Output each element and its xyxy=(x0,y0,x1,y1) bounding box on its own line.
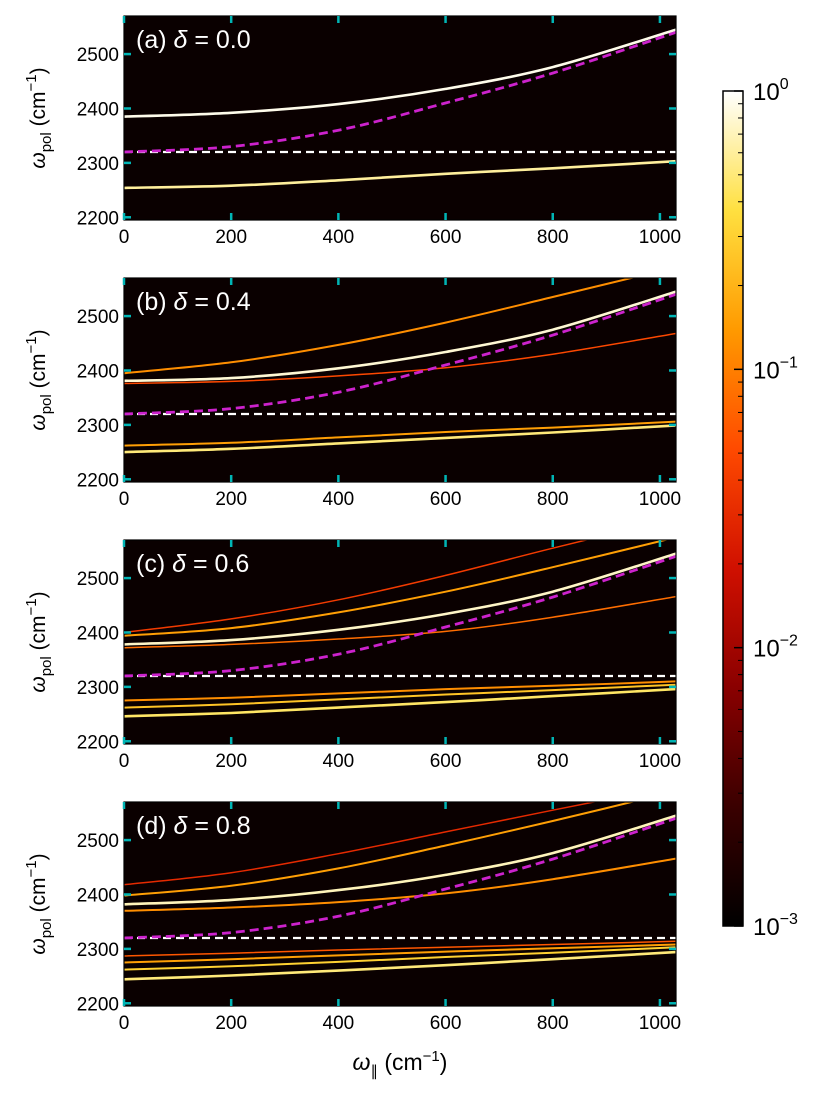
polariton-branch-1 xyxy=(124,540,590,634)
x-tick-label: 800 xyxy=(537,227,569,248)
x-tick-label: 1000 xyxy=(639,1013,681,1034)
plot-frame xyxy=(123,539,677,745)
x-tick-label: 200 xyxy=(215,489,247,510)
polariton-branch-1 xyxy=(124,802,598,886)
y-tick-label: 2200 xyxy=(77,732,119,753)
y-tick-label: 2200 xyxy=(77,470,119,491)
x-tick-label: 600 xyxy=(430,751,462,772)
x-tick-label: 0 xyxy=(119,489,130,510)
x-tick-label: 0 xyxy=(119,751,130,772)
x-tick-label: 200 xyxy=(215,751,247,772)
x-tick-label: 600 xyxy=(430,489,462,510)
x-tick-label: 1000 xyxy=(639,227,681,248)
polariton-branch-7 xyxy=(124,687,676,718)
x-tick-label: 400 xyxy=(323,1013,355,1034)
polariton-branch-1 xyxy=(124,28,676,118)
plot-background xyxy=(124,802,676,1006)
polariton-branch-2 xyxy=(124,540,670,637)
polariton-branch-4 xyxy=(124,595,676,649)
polariton-branch-8 xyxy=(124,950,676,981)
panel-label: (a) δ = 0.0 xyxy=(136,26,251,54)
panel-label: (c) δ = 0.6 xyxy=(136,550,249,578)
x-axis-label: ω∥ (cm−1) xyxy=(353,1048,448,1080)
x-tick-label: 1000 xyxy=(639,489,681,510)
y-tick-label: 2500 xyxy=(77,45,119,66)
x-tick-label: 600 xyxy=(430,1013,462,1034)
y-tick-label: 2300 xyxy=(77,940,119,961)
plot-area xyxy=(124,28,676,190)
y-tick-label: 2300 xyxy=(77,678,119,699)
y-axis-label: ωpol (cm−1) xyxy=(23,853,55,954)
panel-label: (b) δ = 0.4 xyxy=(136,288,251,316)
y-tick-label: 2500 xyxy=(77,831,119,852)
y-axis-label: ωpol (cm−1) xyxy=(23,67,55,168)
polariton-branch-5 xyxy=(124,940,676,957)
y-tick-label: 2300 xyxy=(77,154,119,175)
x-tick-label: 400 xyxy=(323,227,355,248)
panel-label: (d) δ = 0.8 xyxy=(136,812,251,840)
colorbar-tick-label: 10−1 xyxy=(753,354,798,384)
y-axis-label: ωpol (cm−1) xyxy=(23,591,55,692)
y-tick-label: 2400 xyxy=(77,361,119,382)
x-tick-label: 0 xyxy=(119,1013,130,1034)
x-tick-label: 800 xyxy=(537,751,569,772)
polariton-branch-4 xyxy=(124,857,676,912)
x-tick-label: 800 xyxy=(537,1013,569,1034)
plot-frame xyxy=(123,801,677,1007)
polariton-branch-3 xyxy=(124,814,676,906)
plot-frame xyxy=(123,15,677,221)
polariton-branch-1 xyxy=(124,278,636,375)
x-tick-label: 1000 xyxy=(639,751,681,772)
y-tick-label: 2400 xyxy=(77,99,119,120)
x-tick-label: 200 xyxy=(215,1013,247,1034)
polariton-branch-2 xyxy=(124,159,676,190)
polariton-branch-3 xyxy=(124,332,676,385)
plot-area xyxy=(124,540,676,718)
panel-d: 0 200 400 600 800 1000 2200 2300 2400 2500 ωpol (c… xyxy=(23,801,681,1034)
y-tick-label: 2400 xyxy=(77,885,119,906)
x-tick-label: 800 xyxy=(537,489,569,510)
polariton-branch-7 xyxy=(124,946,676,971)
panel-a: 0 200 400 600 800 1000 2200 2300 2400 2500 ωpol (c… xyxy=(23,15,681,248)
x-tick-label: 0 xyxy=(119,227,130,248)
x-tick-label: 400 xyxy=(323,751,355,772)
polariton-branch-3 xyxy=(124,552,676,646)
y-tick-label: 2400 xyxy=(77,623,119,644)
polariton-branch-6 xyxy=(124,943,676,964)
plot-frame xyxy=(123,277,677,483)
y-tick-label: 2300 xyxy=(77,416,119,437)
panel-b: 0 200 400 600 800 1000 2200 2300 2400 2500 ωpol (c… xyxy=(23,277,681,510)
panel-c: 0 200 400 600 800 1000 2200 2300 2400 2500 ωpol (c… xyxy=(23,539,681,772)
polariton-branch-4 xyxy=(124,420,676,447)
polariton-branch-2 xyxy=(124,290,676,383)
colorbar-tick-label: 100 xyxy=(753,76,789,106)
polariton-branch-2 xyxy=(124,802,636,897)
colorbar: 100 10−1 10−2 10−3 xyxy=(722,76,798,941)
y-tick-label: 2200 xyxy=(77,208,119,229)
y-tick-label: 2500 xyxy=(77,307,119,328)
y-axis-label: ωpol (cm−1) xyxy=(23,329,55,430)
plot-area xyxy=(124,802,676,981)
colorbar-tick-label: 10−2 xyxy=(753,633,798,663)
y-tick-label: 2500 xyxy=(77,569,119,590)
colorbar-tick-label: 10−3 xyxy=(753,911,798,941)
polariton-branch-5 xyxy=(124,680,676,702)
polariton-branch-5 xyxy=(124,424,676,454)
x-tick-label: 600 xyxy=(430,227,462,248)
x-tick-label: 400 xyxy=(323,489,355,510)
x-tick-label: 200 xyxy=(215,227,247,248)
polariton-branch-6 xyxy=(124,683,676,709)
colorbar-gradient xyxy=(722,90,744,927)
plot-area xyxy=(124,278,676,454)
y-tick-label: 2200 xyxy=(77,994,119,1015)
